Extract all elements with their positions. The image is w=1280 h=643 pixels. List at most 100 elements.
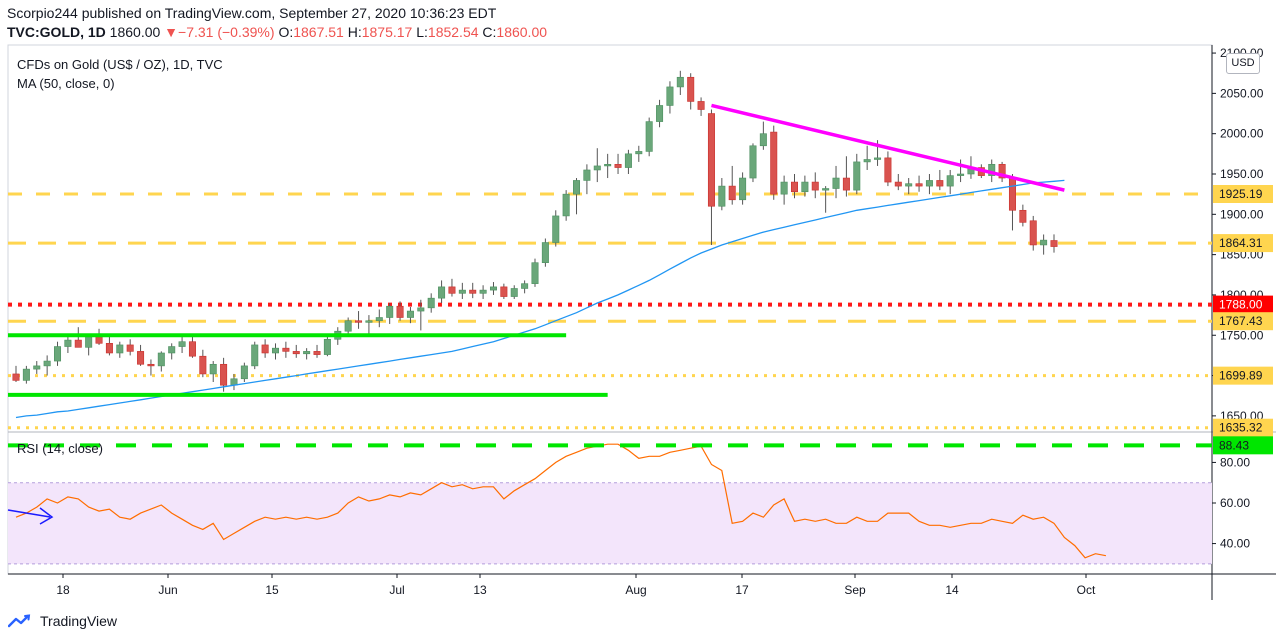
price-label-yellow: 1699.89 [1219, 369, 1263, 383]
candle-body [303, 351, 311, 355]
candle-body [521, 283, 529, 289]
low-label: L: [416, 24, 428, 40]
rsi-tick-label: 80.00 [1220, 455, 1250, 469]
candle-body [1050, 240, 1058, 247]
candle [790, 174, 798, 199]
candle [946, 169, 954, 195]
candle [521, 280, 529, 294]
ma-legend[interactable]: MA (50, close, 0) [17, 76, 115, 91]
candle [448, 278, 456, 297]
candle [427, 293, 435, 313]
candle-body [375, 317, 383, 322]
candle [116, 341, 124, 358]
candle-body [531, 262, 539, 284]
price-label-yellow: 1864.31 [1219, 236, 1263, 250]
candle [12, 365, 20, 383]
candle [739, 172, 747, 205]
candle-body [624, 153, 632, 168]
candle [707, 109, 715, 245]
candle [593, 148, 601, 183]
candle [905, 178, 913, 195]
candle [842, 156, 850, 197]
time-tick-label: 18 [56, 583, 70, 597]
low-value: 1852.54 [427, 24, 479, 40]
main-legend-title[interactable]: CFDs on Gold (US$ / OZ), 1D, TVC [17, 57, 223, 72]
chart-header: Scorpio244 published on TradingView.com,… [7, 4, 547, 42]
candle [105, 333, 113, 356]
time-tick-label: 13 [473, 583, 487, 597]
candle-body [33, 365, 41, 370]
candle [687, 73, 695, 110]
last-price: 1860.00 [109, 24, 161, 40]
candle [85, 336, 93, 356]
candle [749, 143, 757, 183]
candle-body [510, 288, 518, 297]
candle [822, 186, 830, 213]
change-arrow-icon: ▼ [164, 24, 179, 40]
candle-body [168, 346, 176, 354]
candle-body [988, 164, 996, 176]
candle [251, 341, 259, 370]
candle [957, 159, 965, 183]
candle [562, 190, 570, 221]
candle [645, 117, 653, 157]
price-tick-label: 2050.00 [1220, 86, 1264, 100]
candle [178, 336, 186, 353]
change-value: −7.31 (−0.39%) [178, 24, 275, 40]
candle [396, 301, 404, 321]
time-tick-label: Aug [625, 583, 646, 597]
candle-body [811, 181, 819, 191]
candle-body [386, 305, 394, 318]
price-tick-label: 1950.00 [1220, 167, 1264, 181]
candle-body [209, 363, 217, 375]
candle [209, 361, 217, 383]
candle-body [22, 368, 30, 381]
candle-body [199, 355, 207, 375]
price-label-yellow: 1767.43 [1219, 314, 1263, 328]
candle [126, 339, 134, 356]
candle-body [957, 173, 965, 176]
candle [43, 355, 51, 376]
candle [458, 282, 466, 299]
footer-brand: TradingView [40, 613, 118, 629]
currency-button[interactable]: USD [1226, 53, 1260, 74]
time-tick-label: Sep [844, 583, 866, 597]
candle-body [365, 320, 373, 323]
candle [635, 145, 643, 162]
candle-body [1008, 177, 1016, 211]
arrow-head [39, 507, 54, 525]
candle [220, 357, 228, 392]
candle [936, 169, 944, 191]
candle-body [469, 289, 477, 294]
trendline [711, 103, 1065, 192]
candle-body [915, 183, 923, 187]
candle [479, 285, 487, 299]
candle-body [448, 286, 456, 294]
candle [998, 161, 1006, 183]
candle [54, 341, 62, 366]
candle-body [998, 164, 1006, 179]
candle-body [759, 133, 767, 147]
candle [147, 359, 155, 376]
candle-body [137, 351, 145, 365]
candle-body [697, 101, 705, 110]
candle [531, 258, 539, 287]
candle-body [770, 131, 778, 195]
candle [292, 344, 300, 358]
candle [676, 70, 684, 95]
candle [188, 333, 196, 358]
candle-body [12, 373, 20, 381]
candle [604, 153, 612, 179]
blue-arrow-icon [7, 507, 54, 525]
candle [240, 362, 248, 383]
candle-body [832, 177, 840, 189]
candle [697, 97, 705, 116]
candle [157, 351, 165, 372]
candle-body [261, 344, 269, 354]
candle-body [780, 181, 788, 195]
rsi-legend[interactable]: RSI (14, close) [17, 441, 103, 456]
candle-body [822, 188, 830, 191]
candle-body [718, 185, 726, 207]
candle-body [458, 289, 466, 294]
